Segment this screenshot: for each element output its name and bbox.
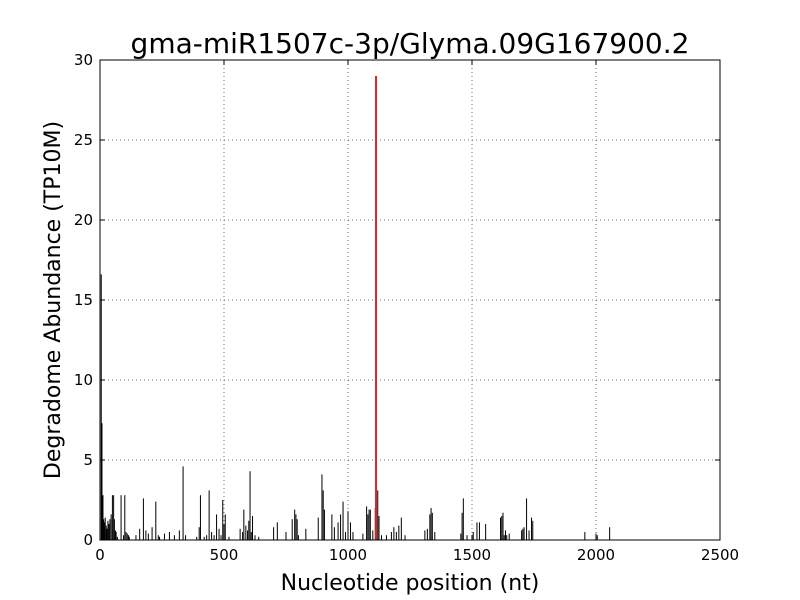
x-tick-label: 500 <box>210 546 239 564</box>
x-tick-label: 2500 <box>701 546 739 564</box>
y-tick-label: 0 <box>83 531 93 549</box>
chart-title: gma-miR1507c-3p/Glyma.09G167900.2 <box>131 27 690 60</box>
y-tick-label: 15 <box>74 291 93 309</box>
y-tick-label: 30 <box>74 51 93 69</box>
x-tick-label: 2000 <box>577 546 615 564</box>
x-axis-label: Nucleotide position (nt) <box>281 571 540 596</box>
x-tick-label: 1500 <box>453 546 491 564</box>
y-tick-label: 5 <box>83 451 93 469</box>
x-tick-label: 1000 <box>329 546 367 564</box>
plot-frame <box>99 59 721 541</box>
y-tick-label: 20 <box>74 211 93 229</box>
y-tick-label: 25 <box>74 131 93 149</box>
ticks-layer: 0 500 1000 1500 2000 2500 0 5 10 15 20 25 30 <box>74 51 739 564</box>
bars-layer <box>100 76 611 540</box>
y-axis-label: Degradome Abundance (TP10M) <box>41 121 66 479</box>
x-tick-label: 0 <box>95 546 105 564</box>
y-tick-label: 10 <box>74 371 93 389</box>
grid-layer <box>100 60 720 540</box>
